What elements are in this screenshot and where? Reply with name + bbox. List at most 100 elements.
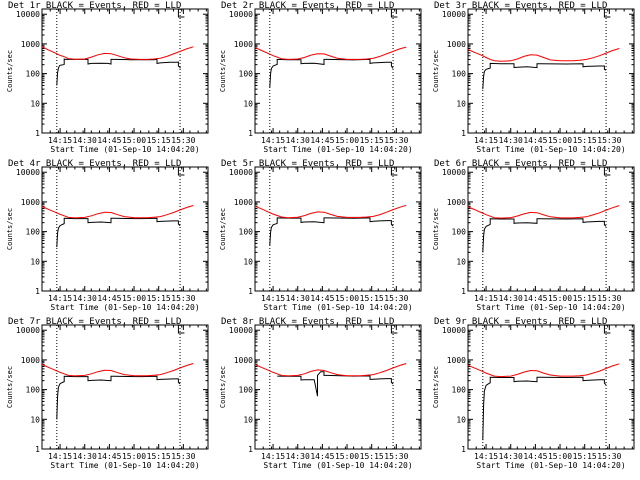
y-tick-label: 100 (239, 228, 254, 237)
y-tick-label: 1 (35, 129, 40, 138)
panel-title: Det 5r BLACK = Events, RED = LLD (221, 159, 394, 169)
y-tick-label: 1000 (447, 40, 466, 49)
y-tick-label: 1000 (447, 198, 466, 207)
panel-det-4: Det 4r BLACK = Events, RED = LLD Counts/s… (6, 159, 209, 312)
y-tick-label: 1000 (234, 40, 253, 49)
x-tick-label: 14:30 (499, 294, 523, 303)
x-tick-label: 15:30 (597, 452, 621, 461)
x-tick-label: 14:15 (474, 452, 498, 461)
y-tick-label: 1 (248, 445, 253, 454)
x-tick-label: 15:15 (360, 294, 384, 303)
y-tick-label: 10000 (16, 168, 40, 177)
y-tick-label: 10 (456, 415, 466, 424)
x-axis-label: Start Time (01-Sep-10 14:04:20) (476, 145, 625, 154)
y-tick-label: 10 (243, 415, 253, 424)
panel-det-9: Det 9r BLACK = Events, RED = LLD Counts/s… (432, 317, 635, 470)
y-tick-label: 10 (456, 99, 466, 108)
x-tick-label: 14:15 (48, 452, 72, 461)
panel-title: Det 1r BLACK = Events, RED = LLD (8, 1, 181, 11)
panel-det-6: Det 6r BLACK = Events, RED = LLD Counts/s… (432, 159, 635, 312)
event-bracket (603, 325, 611, 334)
x-tick-label: 14:15 (474, 136, 498, 145)
x-tick-label: 14:45 (97, 452, 121, 461)
x-tick-label: 15:30 (384, 136, 408, 145)
x-tick-label: 14:30 (499, 452, 523, 461)
y-tick-label: 10000 (229, 168, 253, 177)
x-axis-label: Start Time (01-Sep-10 14:04:20) (476, 461, 625, 470)
event-bracket (177, 9, 185, 18)
panel-det-1: Det 1r BLACK = Events, RED = LLD Counts/s… (6, 1, 209, 154)
y-axis-label: Counts/sec (6, 208, 14, 250)
y-tick-label: 10000 (442, 10, 466, 19)
x-tick-label: 15:15 (147, 294, 171, 303)
x-tick-label: 14:30 (286, 452, 310, 461)
y-tick-label: 1 (461, 287, 466, 296)
x-tick-label: 15:15 (573, 452, 597, 461)
x-tick-label: 15:30 (171, 294, 195, 303)
x-tick-label: 14:45 (523, 294, 547, 303)
x-tick-label: 14:45 (310, 452, 334, 461)
x-axis-label: Start Time (01-Sep-10 14:04:20) (50, 303, 199, 312)
events-series-line (269, 58, 394, 88)
x-axis-label: Start Time (01-Sep-10 14:04:20) (263, 461, 412, 470)
events-series-line (277, 371, 394, 397)
lld-series-line (467, 205, 620, 219)
y-tick-label: 1 (35, 445, 40, 454)
y-tick-label: 1000 (21, 40, 40, 49)
plot-frame (254, 8, 422, 134)
panel-title: Det 2r BLACK = Events, RED = LLD (221, 1, 394, 11)
y-tick-label: 1000 (447, 356, 466, 365)
y-tick-label: 100 (239, 70, 254, 79)
x-tick-label: 15:15 (147, 452, 171, 461)
x-axis-label: Start Time (01-Sep-10 14:04:20) (50, 145, 199, 154)
y-axis-label: Counts/sec (432, 208, 440, 250)
event-bracket (390, 9, 398, 18)
events-series-line (56, 375, 181, 420)
lld-series-line (41, 363, 194, 377)
y-tick-label: 100 (452, 228, 467, 237)
y-tick-label: 10000 (442, 168, 466, 177)
x-tick-label: 15:00 (122, 136, 146, 145)
x-tick-label: 14:45 (523, 136, 547, 145)
y-tick-label: 10 (243, 257, 253, 266)
panel-det-3: Det 3r BLACK = Events, RED = LLD Counts/s… (432, 1, 635, 154)
lld-series-line (254, 204, 407, 219)
plot-frame (41, 324, 209, 450)
events-series-line (56, 217, 181, 248)
y-axis-label: Counts/sec (219, 208, 227, 250)
x-tick-label: 14:30 (73, 452, 97, 461)
panel-title: Det 8r BLACK = Events, RED = LLD (221, 317, 394, 327)
events-series-line (482, 218, 607, 253)
plot-frame (467, 324, 635, 450)
panel-det-8: Det 8r BLACK = Events, RED = LLD Counts/s… (219, 317, 422, 470)
x-tick-label: 14:15 (474, 294, 498, 303)
lld-series-line (467, 48, 620, 62)
y-tick-label: 100 (26, 228, 41, 237)
events-series-line (269, 217, 394, 246)
x-tick-label: 15:30 (171, 452, 195, 461)
events-series-line (56, 58, 181, 86)
y-axis-label: Counts/sec (219, 50, 227, 92)
plot-frame (467, 8, 635, 134)
event-bracket (390, 325, 398, 334)
lld-series-line (41, 205, 194, 219)
x-tick-label: 15:30 (597, 294, 621, 303)
x-tick-label: 14:30 (286, 136, 310, 145)
y-tick-label: 100 (239, 386, 254, 395)
y-tick-label: 10 (30, 99, 40, 108)
x-tick-label: 14:30 (73, 294, 97, 303)
x-tick-label: 15:30 (384, 294, 408, 303)
x-tick-label: 15:00 (122, 294, 146, 303)
y-axis-label: Counts/sec (432, 50, 440, 92)
x-tick-label: 15:15 (360, 136, 384, 145)
x-tick-label: 14:30 (286, 294, 310, 303)
events-series-line (482, 376, 607, 441)
plot-frame (254, 324, 422, 450)
x-tick-label: 14:30 (73, 136, 97, 145)
panel-title: Det 3r BLACK = Events, RED = LLD (434, 1, 607, 11)
x-tick-label: 15:30 (171, 136, 195, 145)
y-tick-label: 10000 (229, 10, 253, 19)
y-tick-label: 10000 (229, 326, 253, 335)
panel-title: Det 6r BLACK = Events, RED = LLD (434, 159, 607, 169)
lld-series-line (254, 363, 407, 377)
